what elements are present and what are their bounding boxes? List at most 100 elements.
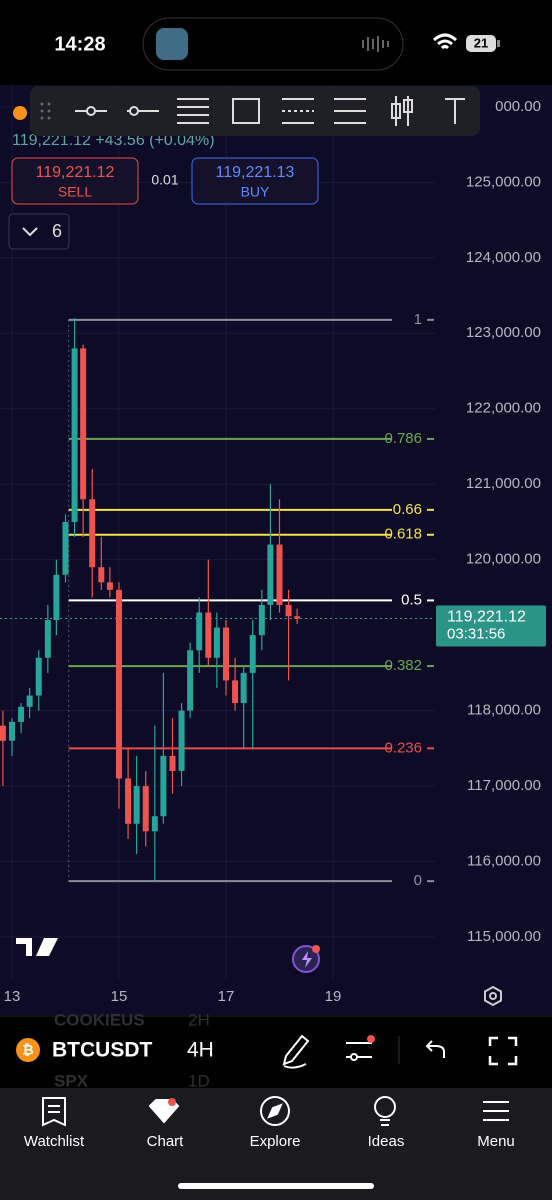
countdown: 03:31:56 xyxy=(447,625,505,642)
indicators-toggle[interactable] xyxy=(8,213,70,250)
candle-body xyxy=(222,627,229,681)
sell-price: 119,221.12 xyxy=(36,164,115,181)
candle-body xyxy=(142,786,149,832)
fib-level-label: 0.66 xyxy=(393,501,422,518)
ghost-symbol: COOKIEUS xyxy=(54,1010,145,1029)
candle-body xyxy=(106,582,113,590)
nav-labels: Watchlist Chart Explore Ideas Menu xyxy=(24,1133,515,1150)
fib-level-label: 0 xyxy=(414,872,422,889)
candle-body xyxy=(169,755,176,771)
btc-mini-icon xyxy=(13,106,27,120)
toolbar-grip xyxy=(40,102,51,120)
candle-body xyxy=(232,680,239,704)
lightning-icon xyxy=(302,951,312,968)
explore-icon[interactable] xyxy=(260,1096,290,1126)
fullscreen-icon[interactable] xyxy=(488,1036,518,1066)
candle-body xyxy=(62,521,69,575)
fib-retracement xyxy=(68,318,392,883)
tool-horizontal-ray[interactable] xyxy=(75,106,107,116)
wifi-icon xyxy=(432,33,458,50)
candle-body xyxy=(160,755,167,817)
indicator-count: 6 xyxy=(52,221,62,241)
y-tick-label: 116,000.00 xyxy=(467,852,541,869)
candle-body xyxy=(187,650,194,711)
ghost-symbol: SPX xyxy=(54,1071,89,1090)
y-tick-label: 118,000.00 xyxy=(467,702,541,719)
tab-label[interactable]: Ideas xyxy=(368,1133,405,1150)
buy-label: BUY xyxy=(241,184,270,200)
tradingview-logo xyxy=(16,938,58,956)
candle-body xyxy=(196,612,203,651)
app-thumbnail xyxy=(156,28,188,60)
x-tick-label: 13 xyxy=(4,988,21,1005)
battery-level: 21 xyxy=(474,35,488,50)
audio-bars xyxy=(362,36,389,52)
menu-icon[interactable] xyxy=(483,1101,509,1121)
tab-label[interactable]: Explore xyxy=(250,1133,301,1150)
candle-body xyxy=(0,725,6,741)
btc-glyph: ₿ xyxy=(22,1042,33,1058)
candle-body xyxy=(80,348,87,500)
settings-icon-center xyxy=(489,992,497,1000)
buy-button[interactable] xyxy=(191,157,319,205)
settings-icon[interactable] xyxy=(484,985,502,1007)
tab-label[interactable]: Watchlist xyxy=(24,1133,85,1150)
tool-fib[interactable] xyxy=(282,98,314,124)
candle-body xyxy=(115,589,122,779)
y-tick-label: 123,000.00 xyxy=(466,324,541,341)
tab-label[interactable]: Menu xyxy=(477,1133,515,1150)
candle-body xyxy=(213,627,220,658)
tool-rectangle[interactable] xyxy=(232,98,260,124)
y-tick-label: 121,000.00 xyxy=(466,475,541,492)
fib-level-label: 0.618 xyxy=(384,526,422,543)
candles xyxy=(0,318,301,881)
candle-body xyxy=(35,657,42,696)
dynamic-island xyxy=(142,17,404,71)
drawing-toolbar xyxy=(30,86,480,136)
tab-label[interactable]: Chart xyxy=(147,1133,185,1150)
last-price-label: 119,221.12 xyxy=(447,609,526,626)
candle-body xyxy=(151,816,158,832)
y-tick-label: 120,000.00 xyxy=(466,551,541,568)
candle-body xyxy=(276,544,283,605)
candle-body xyxy=(267,544,274,605)
clock: 14:28 xyxy=(54,33,105,55)
tool-fib-channel[interactable] xyxy=(334,98,366,124)
interval[interactable]: 4H xyxy=(187,1039,214,1062)
tool-lines[interactable] xyxy=(177,98,209,124)
last-price-box xyxy=(436,605,546,647)
candle-body xyxy=(89,499,96,568)
ghost-interval: 2H xyxy=(188,1010,210,1029)
indicators-icon[interactable] xyxy=(346,1042,372,1061)
indicators-dot xyxy=(367,1035,375,1043)
fib-level-label: 1 xyxy=(414,311,422,328)
tool-horizontal-line[interactable] xyxy=(127,106,159,116)
battery xyxy=(466,35,496,52)
quote-line: 119,221.12 +43.56 (+0.04%) xyxy=(12,132,215,149)
fib-level-label: 0.382 xyxy=(384,657,422,674)
candle-body xyxy=(258,604,265,636)
undo-icon[interactable] xyxy=(425,1040,445,1058)
candle-body xyxy=(285,604,292,617)
quantity: 0.01 xyxy=(151,172,178,188)
watchlist-icon[interactable] xyxy=(42,1097,66,1127)
btc-icon xyxy=(16,1038,40,1062)
sell-button[interactable] xyxy=(11,157,139,205)
y-tick-label: 122,000.00 xyxy=(466,400,541,417)
x-tick-label: 17 xyxy=(218,988,235,1005)
symbol[interactable]: BTCUSDT xyxy=(52,1039,152,1062)
draw-icon[interactable] xyxy=(282,1034,310,1069)
tool-candles[interactable] xyxy=(391,96,413,126)
candle-body xyxy=(294,616,301,619)
alert-dot xyxy=(312,945,320,953)
ideas-icon[interactable] xyxy=(374,1096,396,1118)
y-tick-label: 115,000.00 xyxy=(467,928,541,945)
candle-body xyxy=(125,778,132,824)
candle-body xyxy=(26,695,33,707)
tool-text[interactable] xyxy=(445,98,465,124)
grid xyxy=(0,85,435,980)
candle-body xyxy=(8,721,15,741)
y-tick-label: 125,000.00 xyxy=(466,173,541,190)
